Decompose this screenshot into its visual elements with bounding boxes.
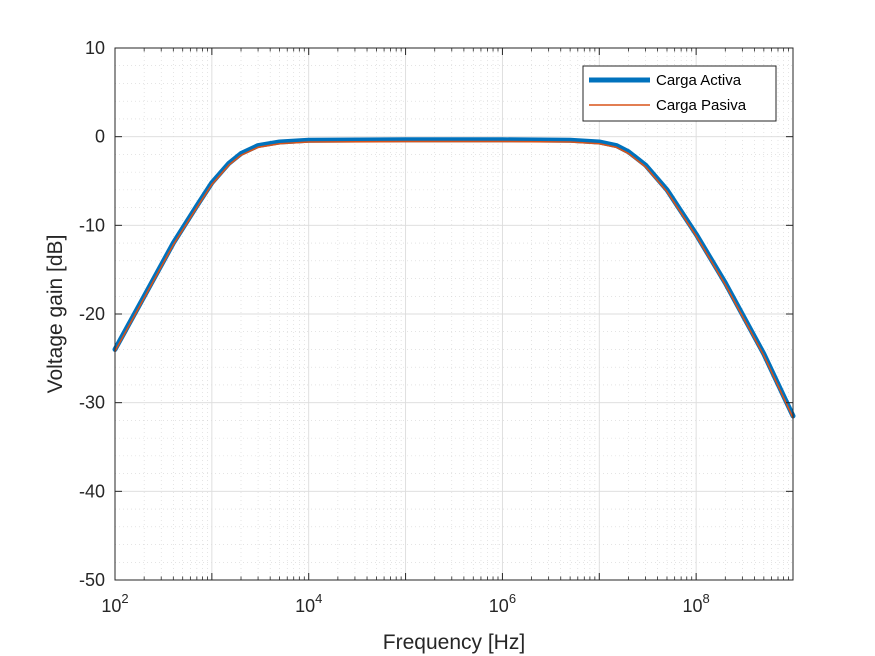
y-axis-label: Voltage gain [dB] bbox=[44, 235, 67, 394]
x-tick-label-base: 10 bbox=[489, 596, 509, 616]
y-tick-label: -30 bbox=[79, 393, 105, 413]
tick-marks bbox=[114, 47, 794, 581]
x-tick-label-exponent: 6 bbox=[509, 591, 516, 606]
series-layer bbox=[112, 137, 796, 419]
x-tick-label-exponent: 8 bbox=[703, 591, 710, 606]
y-tick-labels: 10 0 -10 -20 -30 -40 -50 bbox=[79, 38, 105, 590]
series-line-carga-pasiva bbox=[114, 140, 794, 419]
x-axis-label: Frequency [Hz] bbox=[383, 631, 525, 654]
x-tick-label: 102 bbox=[101, 591, 128, 616]
x-tick-label-base: 10 bbox=[295, 596, 315, 616]
legend: Carga Activa Carga Pasiva bbox=[582, 65, 777, 122]
y-tick-label: -50 bbox=[79, 570, 105, 590]
y-tick-label: 10 bbox=[85, 38, 105, 58]
x-tick-label-base: 10 bbox=[683, 596, 703, 616]
x-tick-label: 108 bbox=[683, 591, 710, 616]
x-tick-label-base: 10 bbox=[101, 596, 121, 616]
x-tick-label: 104 bbox=[295, 591, 322, 616]
y-tick-label: -10 bbox=[79, 215, 105, 235]
x-tick-label: 106 bbox=[489, 591, 516, 616]
x-tick-label-exponent: 2 bbox=[121, 591, 128, 606]
x-tick-label-exponent: 4 bbox=[315, 591, 322, 606]
legend-label-carga-pasiva: Carga Pasiva bbox=[656, 97, 747, 114]
series-line-carga-activa bbox=[112, 137, 796, 419]
legend-box bbox=[582, 65, 777, 122]
y-tick-label: -20 bbox=[79, 304, 105, 324]
y-tick-label: 0 bbox=[95, 127, 105, 147]
legend-label-carga-activa: Carga Activa bbox=[656, 72, 742, 89]
x-tick-labels: 102 104 106 108 bbox=[101, 591, 709, 616]
y-tick-label: -40 bbox=[79, 481, 105, 501]
